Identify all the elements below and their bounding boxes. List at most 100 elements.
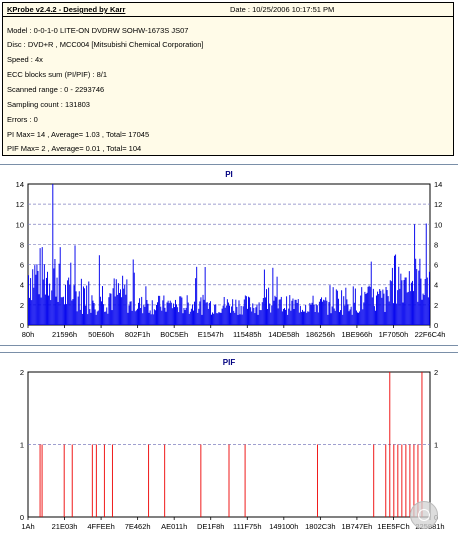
pi-bar <box>97 310 99 325</box>
pi-bar <box>225 305 227 325</box>
pi-bar <box>275 297 277 325</box>
pi-bar <box>422 293 424 325</box>
pi-bar <box>297 299 299 325</box>
pi-bar <box>368 285 370 325</box>
pi-bar <box>217 313 219 325</box>
pi-bar <box>157 302 159 325</box>
pi-bar <box>282 308 284 325</box>
pi-bar <box>266 289 267 325</box>
pi-bar <box>421 299 423 325</box>
pi-bar <box>186 295 188 325</box>
pi-bar <box>428 271 430 325</box>
pi-bar <box>34 265 36 325</box>
pi-bar <box>105 311 107 325</box>
pi-bar <box>286 296 288 325</box>
pi-bar <box>108 297 110 325</box>
pi-bar <box>140 307 142 325</box>
pi-bar <box>189 311 191 325</box>
pi-bar <box>334 310 336 325</box>
pi-bar <box>295 299 297 325</box>
pi-bar <box>245 296 247 325</box>
pi-bar <box>262 297 264 325</box>
y-tick-label-right: 12 <box>434 200 442 209</box>
pi-bar <box>388 301 390 325</box>
pi-bar <box>72 299 74 325</box>
scroll-overlay-button[interactable] <box>410 501 438 529</box>
pi-bar <box>73 285 75 325</box>
pi-bar <box>160 306 162 325</box>
plot-area <box>27 183 431 326</box>
pi-bar <box>328 302 330 325</box>
pi-bar <box>133 272 135 325</box>
pi-bar <box>89 309 91 325</box>
pi-bar <box>39 248 41 325</box>
pi-bar <box>392 303 394 325</box>
pi-bar <box>200 297 202 325</box>
pi-bar <box>293 308 295 325</box>
pi-bar <box>77 296 79 325</box>
pi-bar <box>183 307 185 325</box>
pi-bar <box>339 312 340 325</box>
pi-bar <box>369 286 371 325</box>
x-tick-label: 7E462h <box>125 522 151 531</box>
x-tick-label: 21596h <box>52 330 77 339</box>
pi-bar <box>407 291 409 325</box>
pi-bar <box>415 258 417 325</box>
pi-bar <box>136 308 138 325</box>
pi-bar <box>426 277 428 325</box>
pi-bar <box>185 307 187 325</box>
pi-bar <box>224 307 226 325</box>
pi-bar <box>402 302 404 325</box>
x-tick-label: 14DE58h <box>268 330 299 339</box>
pi-bar <box>340 310 342 325</box>
pi-bar <box>180 296 182 325</box>
pi-bar <box>128 305 130 325</box>
pi-bar <box>242 306 244 325</box>
pi-bar <box>91 295 93 325</box>
pi-bar <box>33 287 35 325</box>
pi-bar <box>92 300 94 325</box>
pi-bar <box>309 303 311 325</box>
pi-bar <box>112 288 114 325</box>
x-tick-label: 149100h <box>269 522 298 531</box>
y-tick-label-left: 4 <box>20 281 24 290</box>
pi-bar <box>106 307 108 325</box>
pi-bar <box>220 312 222 325</box>
y-tick-label-left: 12 <box>16 200 24 209</box>
pi-bar <box>298 312 300 325</box>
pi-bar <box>53 268 55 325</box>
pi-bar <box>60 297 62 325</box>
pi-bar <box>255 307 257 325</box>
y-tick-label-left: 14 <box>16 180 24 189</box>
x-tick-label: 1802C3h <box>305 522 335 531</box>
pi-bar <box>117 283 119 325</box>
scan-date: Date : 10/25/2006 10:17:51 PM <box>230 5 335 14</box>
pi-bar <box>279 299 281 325</box>
model-line: Model : 0-0-1-0 LITE-ON DVDRW SOHW-1673S… <box>7 26 189 35</box>
pi-bar <box>100 301 102 325</box>
pi-bar <box>201 314 203 325</box>
pi-bar <box>212 312 214 325</box>
app-title: KProbe v2.4.2 - Designed by Karr <box>7 5 126 14</box>
pi-bar <box>45 277 47 325</box>
pi-bar <box>249 297 251 325</box>
pi-bar <box>341 290 343 325</box>
pi-bar <box>257 314 259 325</box>
pi-bar <box>170 302 172 325</box>
pi-bar <box>104 311 106 325</box>
pi-bar <box>96 311 98 325</box>
y-tick-label-right: 4 <box>434 281 438 290</box>
scanned-range-line: Scanned range : 0 - 2293746 <box>7 85 105 94</box>
pi-bar <box>348 311 350 325</box>
pi-bar <box>80 278 82 325</box>
pi-bar <box>109 293 111 325</box>
pi-bar <box>366 292 368 325</box>
pi-bar <box>416 269 418 325</box>
pi-bar <box>342 314 344 325</box>
pi-bar <box>121 297 123 325</box>
pi-bar <box>374 310 376 325</box>
pi-bar <box>380 290 382 325</box>
pi-bar <box>386 290 388 325</box>
pi-bar <box>41 247 43 325</box>
x-tick-label: 1Ah <box>21 522 34 531</box>
